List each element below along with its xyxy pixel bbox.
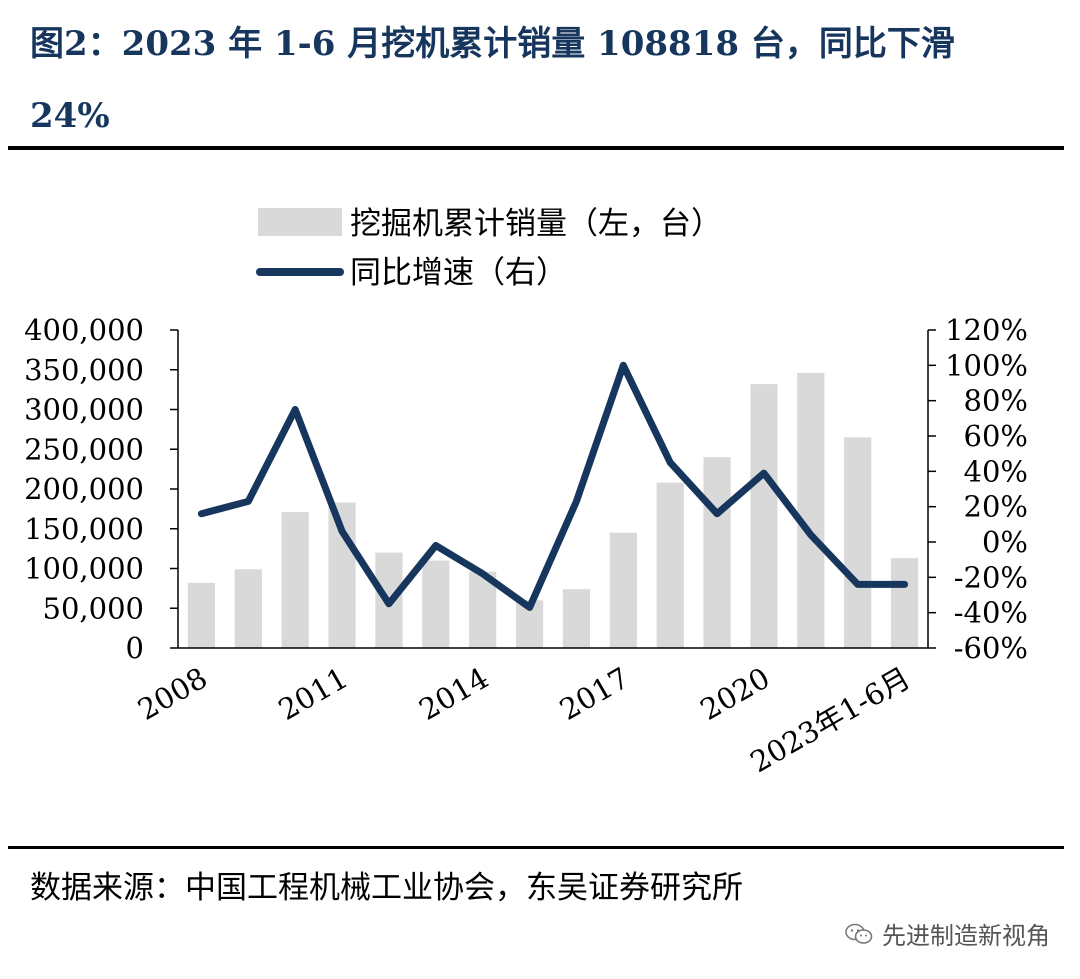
bottom-rule: [8, 846, 1064, 849]
bar-2020: [750, 384, 778, 648]
left-tick-label: 50,000: [43, 591, 144, 625]
right-tick-label: -60%: [954, 631, 1028, 665]
right-tick-label: 20%: [964, 490, 1028, 524]
left-tick-label: 350,000: [24, 353, 144, 387]
left-tick-label: 0: [126, 631, 144, 665]
watermark: 先进制造新视角: [844, 916, 1050, 951]
right-tick-label: 100%: [945, 348, 1028, 382]
x-tick-label: 2017: [554, 661, 635, 727]
left-tick-label: 100,000: [24, 552, 144, 586]
right-tick-label: 80%: [964, 384, 1028, 418]
left-tick-label: 150,000: [24, 512, 144, 546]
right-tick-label: -40%: [954, 596, 1028, 630]
bar-2019: [703, 457, 731, 648]
bar-2008: [187, 582, 216, 648]
x-tick-label: 2023年1-6月: [744, 661, 916, 780]
left-tick-label: 250,000: [24, 432, 144, 466]
bar-2022: [844, 437, 872, 648]
left-tick-label: 400,000: [24, 313, 144, 347]
bar-2017: [609, 532, 637, 648]
watermark-text: 先进制造新视角: [882, 922, 1050, 950]
title-line-2: 24%: [30, 96, 110, 136]
bar-2021: [797, 372, 825, 648]
source-note: 数据来源：中国工程机械工业协会，东吴证券研究所: [30, 870, 743, 906]
x-tick-label: 2020: [695, 661, 776, 727]
title-line-1: 图2：2023 年 1-6 月挖机累计销量 108818 台，同比下滑: [30, 24, 955, 64]
right-tick-label: 120%: [945, 313, 1028, 347]
bar-2010: [281, 512, 309, 648]
legend: 挖掘机累计销量（左，台） 同比增速（右）: [256, 206, 722, 291]
right-tick-label: -20%: [954, 560, 1028, 594]
right-ticks: -60%-40%-20%0%20%40%60%80%100%120%: [928, 313, 1028, 665]
chart-title: 图2：2023 年 1-6 月挖机累计销量 108818 台，同比下滑 24%: [30, 8, 1060, 152]
right-tick-label: 0%: [982, 525, 1028, 559]
left-tick-label: 200,000: [24, 472, 144, 506]
left-ticks: 0 50,000 100,000 150,000 200,000 250,000 300,0…: [24, 313, 178, 665]
legend-label-bar: 挖掘机累计销量（左，台）: [350, 206, 722, 242]
bar-2016: [562, 589, 591, 648]
right-tick-label: 40%: [964, 454, 1028, 488]
bar-series: [187, 372, 919, 648]
bar-2009: [234, 569, 262, 648]
x-tick-label: 2011: [273, 661, 354, 727]
growth-line: [197, 361, 909, 611]
top-rule: [8, 146, 1064, 150]
wechat-icon: [845, 923, 873, 944]
left-tick-label: 300,000: [24, 393, 144, 427]
bar-2023年1-6月: [890, 558, 919, 648]
legend-label-line: 同比增速（右）: [350, 255, 567, 291]
bar-2013: [422, 560, 450, 648]
bar-2018: [656, 482, 684, 648]
x-tick-label: 2014: [413, 661, 494, 727]
right-tick-label: 60%: [964, 419, 1028, 453]
chart: 挖掘机累计销量（左，台） 同比增速（右） 0 50,000 100,000 150,00…: [24, 206, 1028, 780]
x-tick-label: 2008: [132, 661, 213, 727]
legend-swatch-bar: [258, 208, 342, 236]
